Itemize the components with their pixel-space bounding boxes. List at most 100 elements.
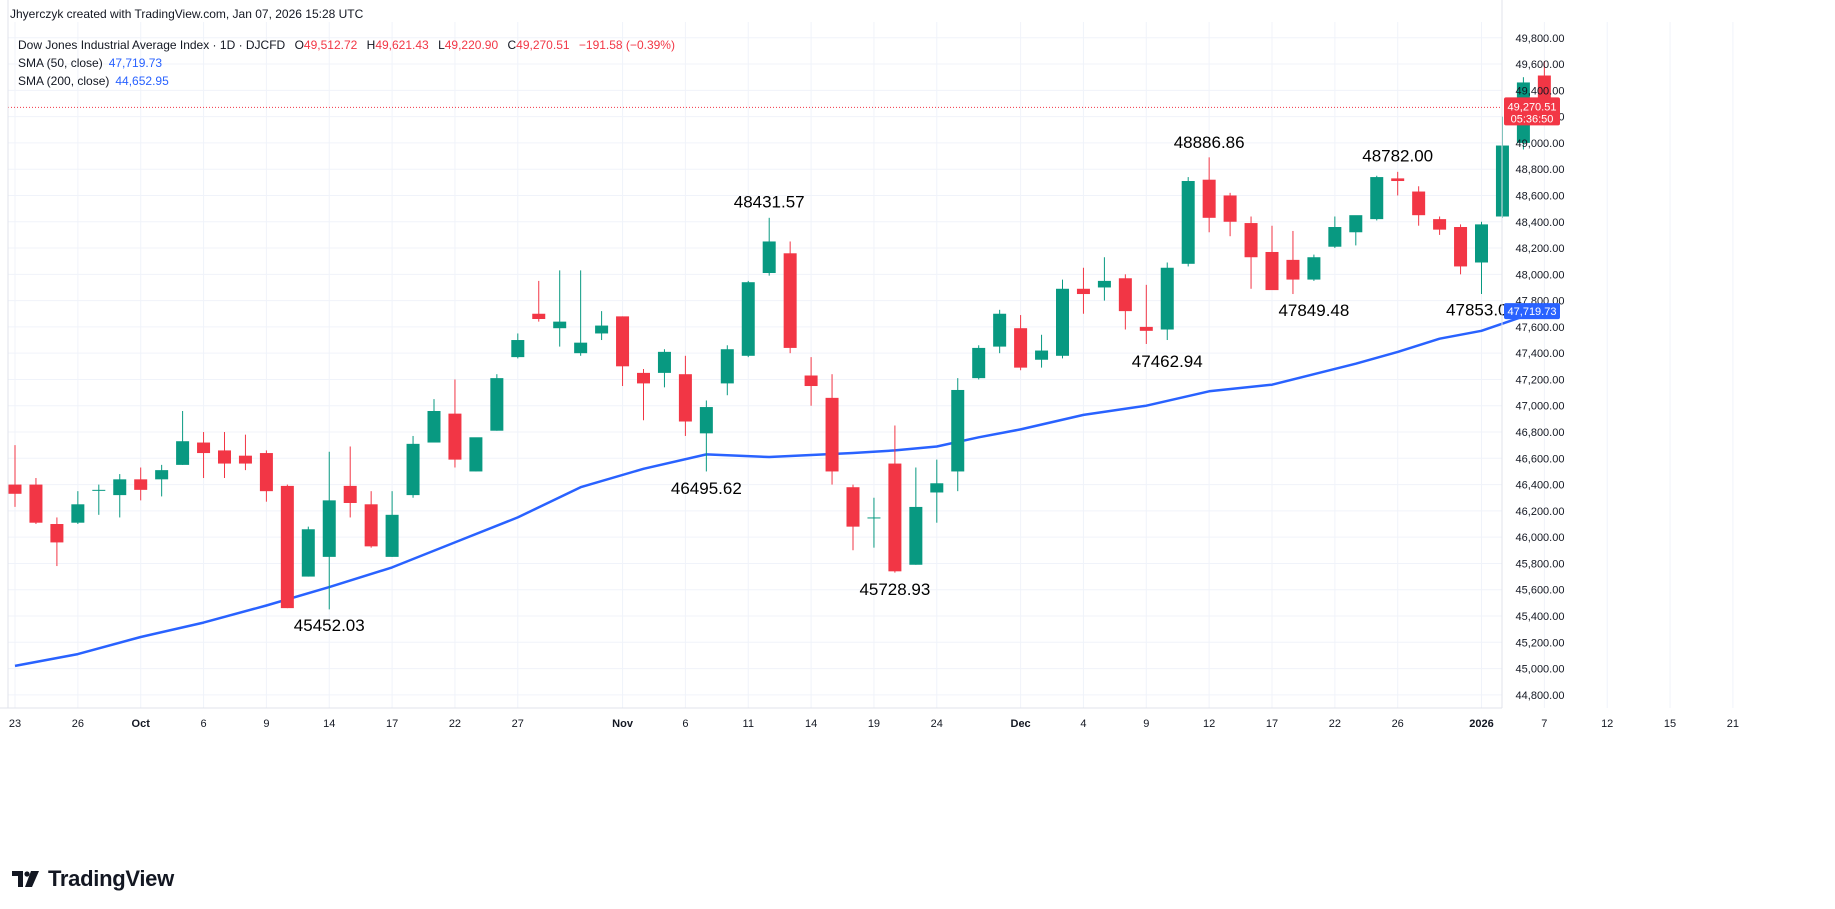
x-tick-label: 26	[1392, 718, 1404, 730]
candle	[993, 309, 1007, 354]
candle	[218, 432, 231, 479]
candle-body	[448, 413, 462, 460]
candle	[804, 357, 818, 406]
tradingview-logo[interactable]: TradingView	[12, 866, 174, 892]
candle	[553, 270, 567, 347]
candle-body	[1097, 280, 1111, 288]
last-price-label: 49,270.51	[1508, 101, 1557, 113]
candle	[406, 435, 420, 498]
candle	[1475, 221, 1488, 295]
tradingview-logo-text: TradingView	[48, 866, 174, 891]
candle	[1412, 186, 1426, 226]
change-value: −191.58 (−0.39%)	[578, 38, 675, 52]
close-key: C	[507, 38, 517, 52]
candle-body	[343, 485, 357, 503]
candle	[1370, 175, 1384, 221]
candle-body	[1433, 219, 1447, 230]
candle	[343, 446, 357, 518]
y-tick-label: 47,200.00	[1516, 374, 1565, 386]
candle	[616, 316, 630, 387]
candle	[71, 491, 85, 525]
candle-body	[50, 524, 64, 543]
x-tick-label: 17	[1266, 718, 1278, 730]
x-tick-label: 9	[1143, 718, 1149, 730]
candle	[92, 484, 106, 515]
y-tick-label: 45,000.00	[1516, 664, 1565, 676]
x-tick-label: Nov	[612, 718, 634, 730]
candle	[783, 241, 797, 354]
y-tick-label: 48,000.00	[1516, 269, 1565, 281]
candle	[29, 478, 43, 525]
sma50-label: SMA (50, close)	[18, 56, 103, 70]
candle	[762, 217, 776, 276]
y-tick-label: 47,400.00	[1516, 348, 1565, 360]
x-tick-label: 24	[931, 718, 943, 730]
candle-body	[825, 397, 839, 472]
sma50-price-label: 47,719.73	[1508, 306, 1557, 318]
candle	[1286, 230, 1300, 295]
y-tick-label: 44,800.00	[1516, 690, 1565, 702]
x-tick-label: 22	[1329, 718, 1341, 730]
candle-body	[553, 321, 567, 329]
candle	[427, 399, 441, 443]
x-tick-label: 15	[1664, 718, 1676, 730]
candle	[699, 400, 713, 472]
legend-sma200-row[interactable]: SMA (200, close) 44,652.95	[18, 72, 675, 90]
candle-body	[469, 437, 483, 472]
candle	[385, 491, 399, 557]
candle-body	[71, 504, 85, 523]
open-value: 49,512.72	[303, 38, 358, 52]
y-tick-label: 49,600.00	[1516, 59, 1565, 71]
candle-body	[280, 485, 294, 609]
candle	[322, 451, 336, 610]
candle	[1056, 279, 1069, 359]
candle	[1139, 284, 1153, 344]
candle	[1118, 274, 1132, 330]
candle-body	[1412, 191, 1426, 216]
sma200-value: 44,652.95	[115, 74, 169, 88]
candle-body	[1307, 257, 1321, 280]
candle	[930, 459, 944, 523]
candle	[1328, 216, 1342, 249]
low-value: 49,220.90	[444, 38, 499, 52]
candle-body	[657, 351, 671, 373]
candle	[720, 345, 734, 396]
candle	[1265, 225, 1279, 291]
sma50-line	[14, 309, 1545, 668]
candle	[511, 333, 525, 359]
y-tick-label: 47,000.00	[1516, 401, 1565, 413]
x-tick-label: 12	[1203, 718, 1215, 730]
candle-body	[364, 504, 378, 547]
candle	[50, 517, 64, 567]
candle	[595, 311, 609, 341]
symbol-name[interactable]: Dow Jones Industrial Average Index · 1D …	[18, 38, 286, 52]
y-tick-label: 48,600.00	[1516, 190, 1565, 202]
price-annotation: 45452.03	[294, 616, 365, 635]
candle-body	[406, 443, 420, 496]
candle-body	[113, 479, 127, 496]
candle-body	[783, 253, 797, 348]
candle-body	[385, 514, 399, 557]
candle	[1076, 267, 1090, 314]
price-annotation: 48886.86	[1174, 133, 1245, 152]
candle-body	[909, 506, 923, 565]
candle-body	[1454, 227, 1468, 267]
candle-body	[197, 442, 211, 454]
x-tick-label: 17	[386, 718, 398, 730]
x-tick-label: 19	[868, 718, 880, 730]
time-axis[interactable]: 23 26 Oct 6 9 14 17 22 27 Nov 6 11 14 19 24 Dec 4 9 12 17 22…	[0, 0, 1739, 730]
candle-body	[637, 372, 650, 384]
price-axis[interactable]: 49,800.0049,600.0049,400.0049,200.0049,0…	[1501, 0, 1565, 708]
y-tick-label: 49,800.00	[1516, 33, 1565, 45]
candle-body	[1181, 181, 1195, 264]
legend-sma50-row[interactable]: SMA (50, close) 47,719.73	[18, 54, 675, 72]
candle	[532, 280, 546, 322]
high-value: 49,621.43	[375, 38, 429, 52]
candle-body	[1139, 326, 1153, 331]
candle-body	[427, 410, 441, 443]
candle	[846, 484, 860, 551]
x-tick-label: 6	[200, 718, 206, 730]
low-key: L	[438, 38, 445, 52]
candle-body	[1370, 177, 1384, 220]
